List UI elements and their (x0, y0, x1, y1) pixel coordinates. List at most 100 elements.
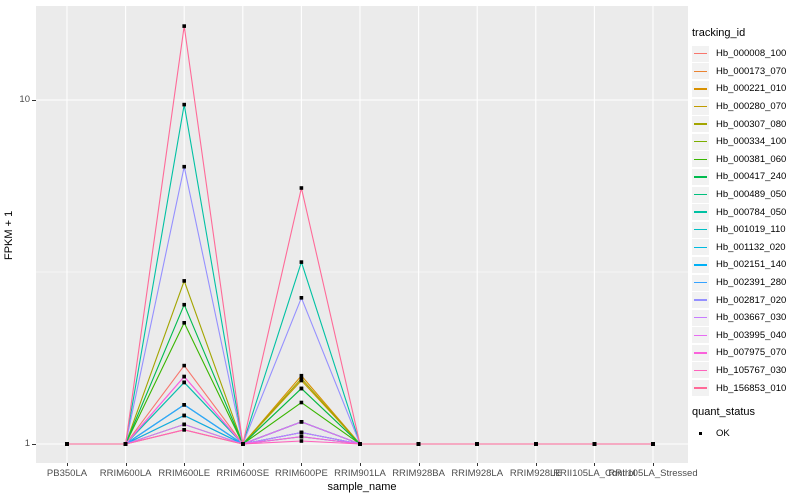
x-tick-mark (125, 463, 127, 466)
x-tick-label: RRIM901LA (334, 468, 386, 479)
legend-key (692, 380, 709, 397)
legend-key (692, 274, 709, 291)
legend-line-swatch (694, 352, 707, 354)
legend-key (692, 204, 709, 221)
legend-line-swatch (694, 70, 707, 73)
legend-item-label: Hb_000334_100 (716, 136, 787, 148)
legend-item: Hb_000173_070 (692, 63, 798, 81)
legend-item: Hb_000280_070 (692, 98, 798, 116)
x-tick-label: RRIM928LE (509, 468, 562, 479)
legend-key (692, 292, 709, 309)
legend-line-swatch (694, 369, 707, 372)
legend-key (692, 256, 709, 273)
legend-item-label: Hb_002151_140 (716, 259, 787, 271)
legend-item-label: Hb_000307_080 (716, 118, 787, 130)
legend-line-swatch (694, 387, 707, 389)
plot-panel (36, 6, 688, 463)
legend-item-label: OK (716, 428, 730, 440)
legend: tracking_id Hb_000008_100 Hb_000173_070 Hb… (692, 0, 798, 442)
legend-item: Hb_000221_010 (692, 80, 798, 98)
legend-item: Hb_000381_060 (692, 151, 798, 169)
y-tick-mark (32, 100, 36, 101)
legend-line-swatch (694, 229, 707, 231)
legend-item: Hb_000008_100 (692, 45, 798, 63)
legend-item: Hb_000489_050 (692, 186, 798, 204)
x-tick-mark (653, 463, 654, 466)
legend-line-swatch (694, 317, 707, 319)
y-tick-label: 1 (24, 438, 30, 449)
legend-item-label: Hb_000489_050 (716, 189, 787, 201)
legend-item: Hb_003667_030 (692, 309, 798, 327)
legend-key (692, 426, 709, 442)
legend-quant-items: OK (692, 425, 798, 443)
legend-key (692, 63, 709, 80)
legend-item-label: Hb_003667_030 (716, 312, 787, 324)
legend-item-label: Hb_000784_050 (716, 206, 787, 218)
legend-item: Hb_007975_070 (692, 344, 798, 362)
legend-item-label: Hb_001019_110 (716, 224, 786, 236)
x-tick-label: PB350LA (46, 468, 88, 479)
legend-item: Hb_000334_100 (692, 133, 798, 151)
legend-item-label: Hb_003995_040 (716, 329, 787, 341)
x-tick-label: RRII105LA_Stressed (608, 468, 698, 479)
x-tick-mark (184, 463, 186, 466)
legend-key (692, 309, 709, 326)
legend-item-label: Hb_007975_070 (716, 347, 787, 359)
legend-item: Hb_001019_110 (692, 221, 798, 239)
legend-item: Hb_000784_050 (692, 203, 798, 221)
legend-line-swatch (694, 211, 707, 213)
legend-item: Hb_000417_240 (692, 168, 798, 186)
x-tick-mark (242, 463, 244, 466)
legend-key (692, 80, 709, 97)
x-tick-label: RRIM600SE (216, 468, 270, 479)
legend-line-swatch (694, 193, 707, 196)
x-tick-mark (477, 463, 479, 466)
x-tick-mark (594, 463, 596, 466)
y-tick-label: 10 (19, 94, 30, 105)
legend-key (692, 186, 709, 203)
legend-key (692, 221, 709, 238)
legend-item: Hb_002391_280 (692, 274, 798, 292)
legend-item-label: Hb_000381_060 (716, 153, 787, 165)
legend-item: Hb_156853_010 (692, 379, 798, 397)
x-tick-mark (301, 463, 303, 466)
x-tick-mark (418, 463, 420, 466)
x-tick-label: RRIM928LA (451, 468, 504, 479)
legend-line-swatch (694, 88, 707, 90)
legend-line-swatch (694, 158, 707, 161)
legend-item-label: Hb_000221_010 (716, 83, 787, 95)
y-axis-title: FPKM + 1 (3, 210, 15, 260)
legend-item-label: Hb_002817_020 (716, 294, 787, 306)
legend-key (692, 168, 709, 185)
legend-line-swatch (694, 246, 707, 249)
legend-item-label: Hb_156853_010 (716, 382, 787, 394)
legend-line-swatch (694, 281, 707, 284)
legend-line-swatch (694, 176, 707, 178)
x-tick-label: RRIM600PE (274, 468, 328, 479)
legend-key (692, 133, 709, 150)
x-tick-mark (535, 463, 537, 466)
legend-item: Hb_000307_080 (692, 115, 798, 133)
legend-key (692, 362, 709, 379)
legend-item: Hb_002151_140 (692, 256, 798, 274)
legend-tracking-title: tracking_id (692, 27, 746, 39)
legend-line-swatch (694, 105, 707, 108)
legend-item-label: Hb_105767_030 (716, 364, 787, 376)
legend-tracking-items: Hb_000008_100 Hb_000173_070 Hb_000221_010 H… (692, 45, 798, 397)
legend-line-swatch (694, 123, 707, 125)
legend-item: Hb_105767_030 (692, 362, 798, 380)
x-tick-label: RRIM600LE (158, 468, 211, 479)
x-tick-label: RRIM928BA (392, 468, 445, 479)
legend-quant-title: quant_status (692, 405, 755, 418)
legend-item: Hb_003995_040 (692, 327, 798, 345)
legend-point-swatch (698, 431, 703, 436)
legend-line-swatch (694, 53, 707, 55)
legend-item: OK (692, 425, 798, 443)
legend-key (692, 116, 709, 133)
x-tick-label: RRIM600LA (99, 468, 152, 479)
legend-key (692, 45, 709, 62)
legend-line-swatch (694, 334, 707, 336)
x-tick-label: RRII105LA_Control (553, 468, 636, 479)
legend-key (692, 98, 709, 115)
